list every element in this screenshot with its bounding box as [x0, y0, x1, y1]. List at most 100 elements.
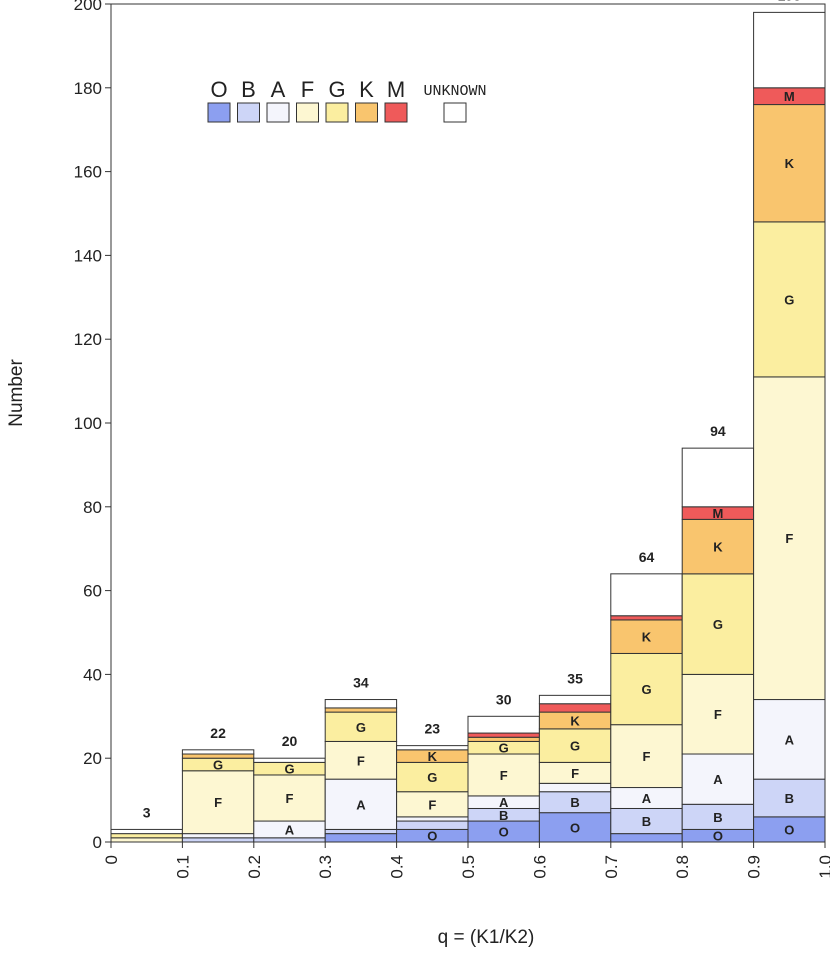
y-tick-label: 140 — [74, 246, 102, 265]
bar-segment-label: K — [570, 713, 580, 728]
bar-segment-unknown — [610, 573, 683, 617]
histogram-bin: A F G 34 — [324, 675, 398, 843]
legend-swatch — [355, 102, 378, 123]
bar-total-label: 23 — [425, 721, 441, 737]
legend-item-b: B — [237, 77, 260, 123]
legend-swatch — [325, 102, 349, 123]
bar-segment-label: F — [428, 797, 436, 812]
bar-segment-label: F — [500, 768, 508, 783]
bar-segment-label: A — [356, 797, 366, 812]
bar-segment-g — [681, 573, 755, 675]
bar-segment-label: G — [713, 617, 723, 632]
bar-segment-label: O — [784, 822, 794, 837]
bar-segment-label: A — [642, 791, 652, 806]
bar-segment-g — [110, 833, 183, 839]
legend: O B A F G K M UNKNOWN — [207, 77, 487, 123]
bar-segment-label: G — [784, 292, 794, 307]
legend-label: UNKNOWN — [423, 83, 486, 100]
x-tick-label: 0.9 — [745, 855, 764, 879]
bar-total-label: 198 — [778, 0, 802, 3]
legend-label: M — [387, 77, 405, 102]
histogram-bin: F G 22 — [181, 725, 255, 843]
bar-segment-label: G — [284, 762, 294, 777]
bar-segment-f — [467, 753, 540, 797]
bar-segment-unknown — [324, 699, 398, 709]
bar-segment-label: O — [713, 829, 723, 844]
x-axis: 0 0.1 0.2 0.3 0.4 0.5 0.6 0.7 0.8 0.9 1.0 — [102, 842, 830, 879]
histogram-bin: O B A F G K M 198 — [753, 0, 826, 843]
y-tick-label: 120 — [74, 330, 102, 349]
bar-total-label: 22 — [210, 725, 226, 741]
bar-segment-m — [610, 615, 683, 621]
legend-swatch — [296, 102, 319, 123]
bar-segment-o — [753, 816, 826, 843]
bar-segment-label: A — [713, 772, 723, 787]
legend-item-o: O — [207, 77, 231, 123]
bar-total-label: 35 — [567, 670, 583, 686]
bar-segment-f — [753, 376, 826, 701]
bar-segment-a — [324, 778, 398, 830]
bar-segment-label: B — [570, 795, 579, 810]
legend-label: F — [301, 77, 314, 102]
legend-label: G — [328, 77, 345, 102]
bar-segment-label: K — [713, 540, 723, 555]
bar-segment-label: G — [427, 770, 437, 785]
bar-segment-label: M — [784, 89, 795, 104]
x-tick-label: 0.3 — [316, 855, 335, 879]
x-tick-label: 1.0 — [816, 855, 830, 879]
bar-segment-label: K — [428, 749, 438, 764]
bar-segment-k — [324, 707, 398, 713]
bar-segment-b — [610, 807, 683, 835]
bar-segment-label: B — [499, 808, 508, 823]
bar-segment-unknown — [467, 715, 540, 734]
bar-segment-o — [324, 833, 398, 843]
y-tick-label: 20 — [83, 749, 102, 768]
x-tick-label: 0.1 — [173, 855, 192, 879]
bar-segment-label: G — [213, 757, 223, 772]
bar-total-label: 20 — [282, 733, 298, 749]
bar-segment-label: F — [571, 766, 579, 781]
bar-segment-label: B — [785, 791, 794, 806]
x-tick-label: 0.8 — [673, 855, 692, 879]
bar-segment-label: B — [642, 814, 651, 829]
bar-segment-f — [110, 837, 183, 843]
bar-segment-label: G — [641, 682, 651, 697]
bar-segment-o — [610, 833, 683, 843]
y-tick-label: 180 — [74, 79, 102, 98]
y-axis: 0 20 40 60 80 100 120 140 160 180 200 — [74, 0, 111, 852]
bar-segment-unknown — [681, 447, 755, 508]
legend-swatch — [207, 102, 231, 123]
bar-segment-label: O — [427, 829, 437, 844]
legend-swatch — [266, 102, 290, 123]
bar-segment-f — [324, 740, 398, 780]
y-tick-label: 60 — [83, 582, 102, 601]
y-tick-label: 80 — [83, 498, 102, 517]
bar-segment-g — [753, 221, 826, 378]
x-tick-label: 0.2 — [245, 855, 264, 879]
x-tick-label: 0.4 — [388, 855, 407, 879]
bar-segment-label: G — [499, 741, 509, 756]
y-tick-label: 100 — [74, 414, 102, 433]
y-tick-label: 160 — [74, 163, 102, 182]
bar-segment-m — [538, 703, 612, 713]
bar-segment-g — [324, 711, 398, 742]
legend-label: B — [241, 77, 256, 102]
bar-segment-label: F — [357, 753, 365, 768]
bar-total-label: 3 — [143, 804, 151, 820]
bar-segment-k — [753, 104, 826, 223]
bar-segment-b — [253, 837, 326, 843]
bar-total-label: 34 — [353, 675, 369, 691]
y-tick-label: 40 — [83, 665, 102, 684]
y-tick-label: 200 — [74, 0, 102, 14]
bar-segment-label: F — [714, 707, 722, 722]
bar-segment-f — [610, 724, 683, 789]
bar-segment-label: M — [712, 506, 723, 521]
legend-label: O — [210, 77, 227, 102]
x-axis-title: q = (K1/K2) — [438, 927, 535, 948]
legend-item-a: A — [266, 77, 290, 123]
bar-segment-a — [538, 782, 612, 793]
bar-segment-label: F — [785, 531, 793, 546]
bar-segment-a — [681, 753, 755, 805]
bar-total-label: 64 — [639, 549, 655, 565]
